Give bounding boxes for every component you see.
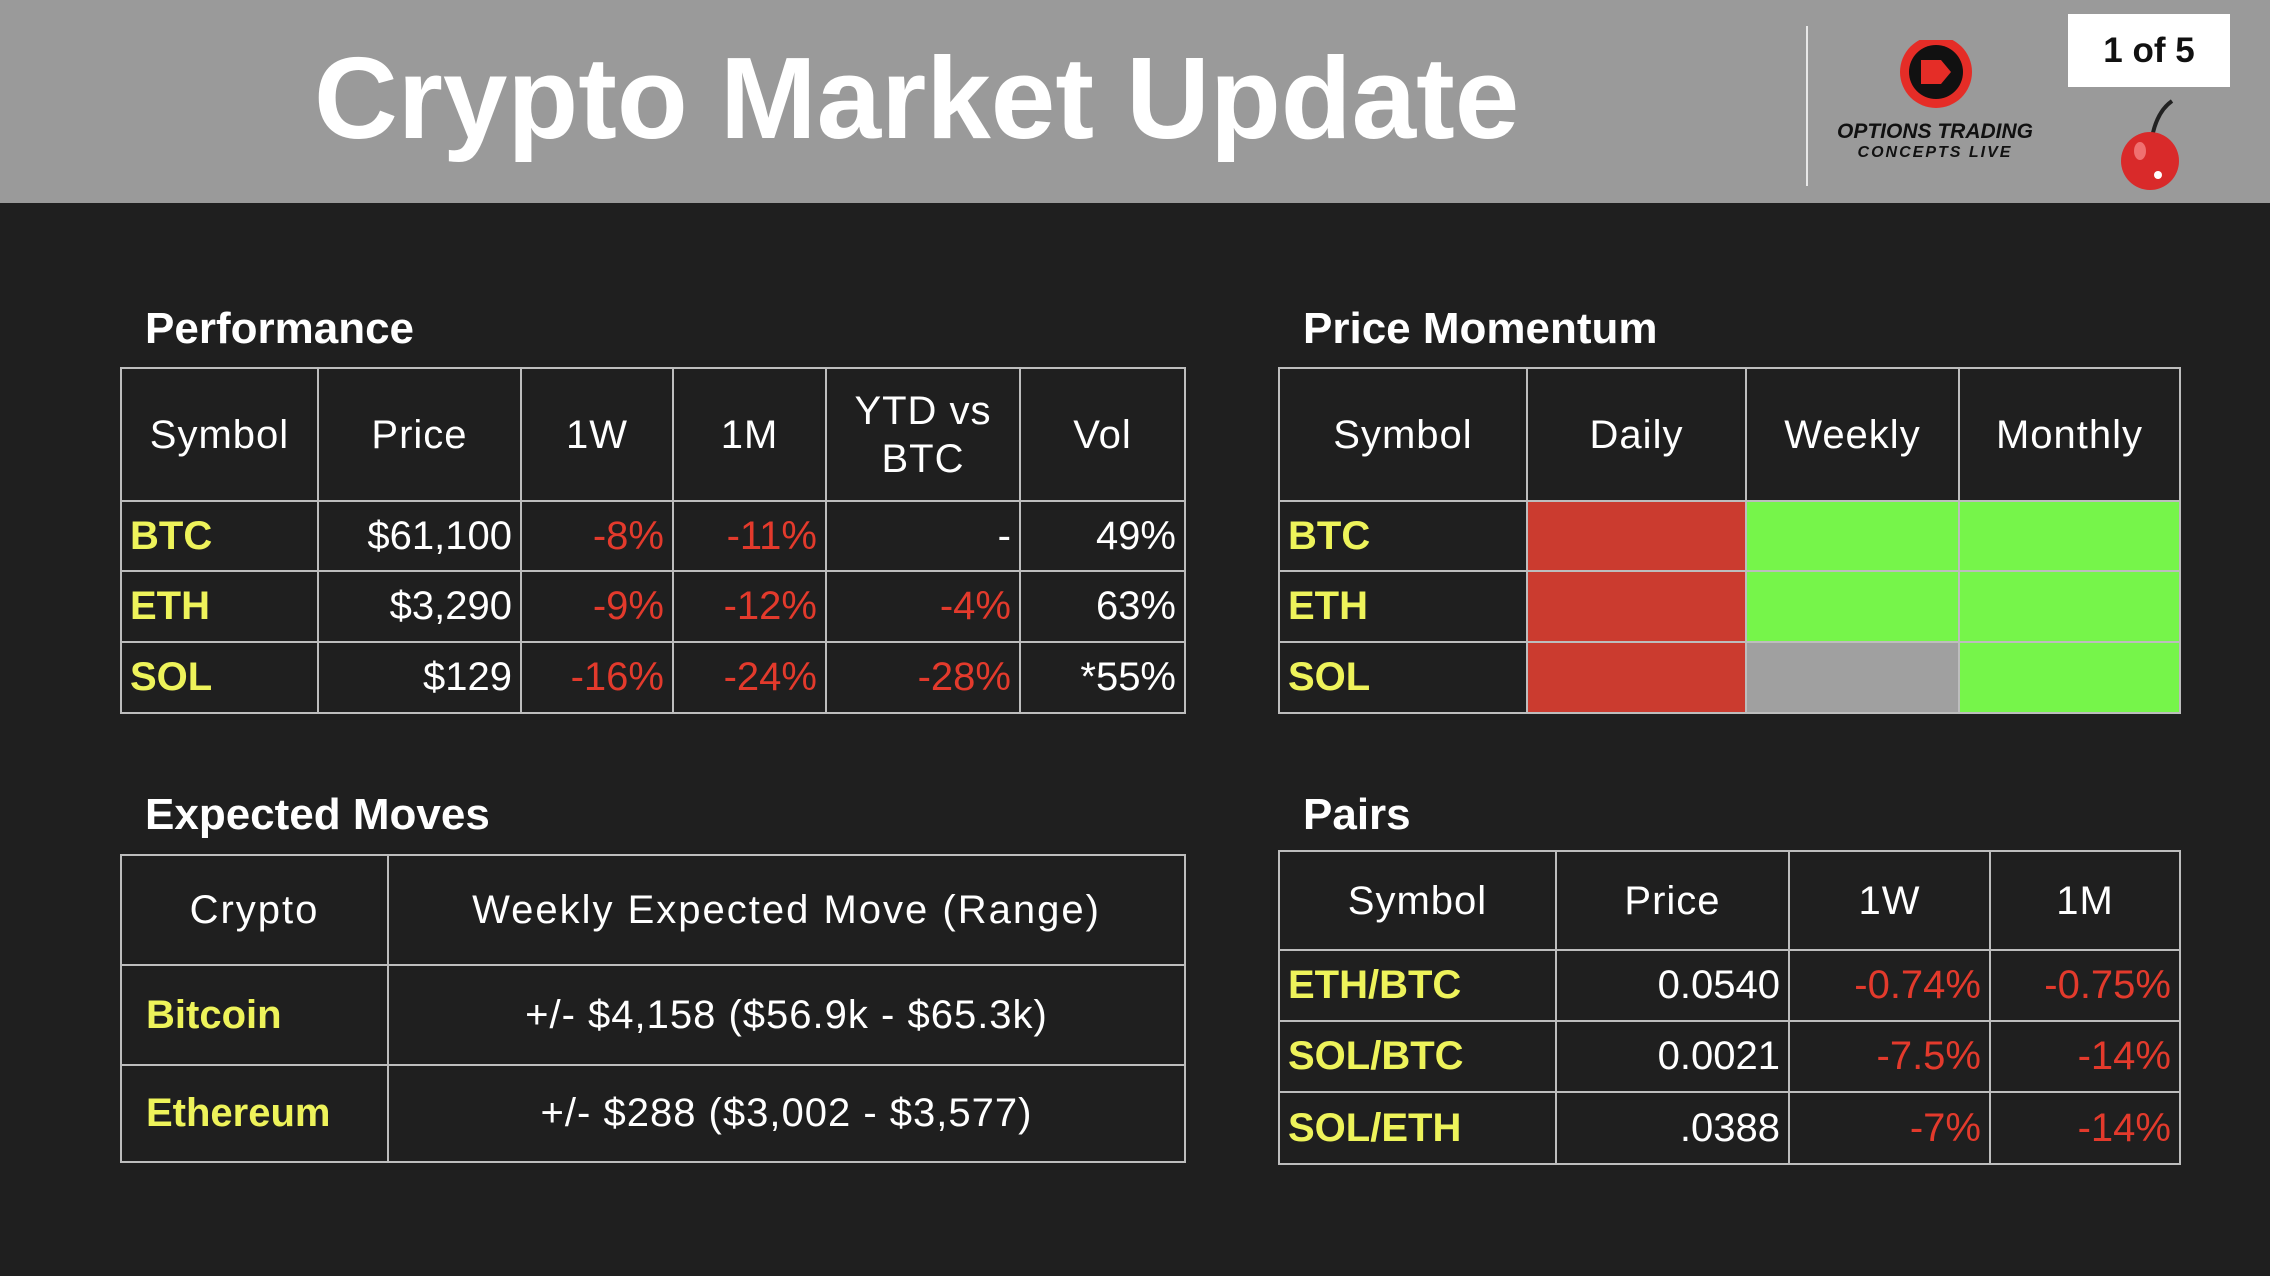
logo: OPTIONS TRADING CONCEPTS LIVE (1815, 40, 2055, 170)
symbol-cell: SOL/BTC (1278, 1020, 1557, 1093)
value-cell: 49% (1019, 500, 1186, 572)
table-row: SOL $129 -16% -24% -28% *55% (120, 641, 1186, 714)
value-cell: -8% (520, 500, 674, 572)
value-cell: *55% (1019, 641, 1186, 714)
column-header: 1M (1989, 850, 2181, 951)
momentum-cell (1745, 641, 1960, 714)
column-header: Symbol (1278, 367, 1528, 502)
column-header: 1W (520, 367, 674, 502)
divider (1806, 26, 1808, 186)
column-header: Price (1555, 850, 1790, 951)
logo-subtext: CONCEPTS LIVE (1857, 144, 2013, 161)
symbol-cell: ETH/BTC (1278, 949, 1557, 1022)
table-row: SOL/BTC 0.0021 -7.5% -14% (1278, 1020, 2181, 1093)
section-title: Price Momentum (1303, 304, 1658, 353)
table-row: SOL/ETH .0388 -7% -14% (1278, 1091, 2181, 1165)
column-header: Symbol (120, 367, 319, 502)
value-cell: -11% (672, 500, 827, 572)
value-cell: -16% (520, 641, 674, 714)
column-header: Vol (1019, 367, 1186, 502)
section-title: Pairs (1303, 790, 1411, 839)
column-header: Crypto (120, 854, 389, 966)
table-row: BTC (1278, 500, 2181, 572)
cherry-icon (2121, 99, 2179, 190)
value-cell: -7.5% (1788, 1020, 1991, 1093)
crypto-cell: Bitcoin (120, 964, 389, 1066)
range-cell: +/- $288 ($3,002 - $3,577) (387, 1064, 1186, 1163)
momentum-cell (1958, 570, 2181, 643)
pairs-table: Symbol Price 1W 1M ETH/BTC 0.0540 -0.74% -0.75%… (1278, 850, 2181, 1165)
header-row: Symbol Price 1W 1M YTD vs BTC Vol (120, 367, 1186, 502)
table-row: ETH/BTC 0.0540 -0.74% -0.75% (1278, 949, 2181, 1022)
performance-table: Symbol Price 1W 1M YTD vs BTC Vol BTC $61,100 -8… (120, 367, 1186, 714)
value-cell: .0388 (1555, 1091, 1790, 1165)
column-header: 1W (1788, 850, 1991, 951)
logo-text: OPTIONS TRADING (1836, 120, 2033, 143)
section-title: Performance (145, 304, 415, 353)
column-header: Weekly Expected Move (Range) (387, 854, 1186, 966)
momentum-cell (1526, 500, 1747, 572)
value-cell: 0.0021 (1555, 1020, 1790, 1093)
table-row: Bitcoin +/- $4,158 ($56.9k - $65.3k) (120, 964, 1186, 1066)
column-header: Daily (1526, 367, 1747, 502)
table-row: ETH (1278, 570, 2181, 643)
momentum-table: Symbol Daily Weekly Monthly BTC ETH SOL (1278, 367, 2181, 714)
column-header: YTD vs BTC (825, 367, 1021, 502)
column-header: 1M (672, 367, 827, 502)
header-row: Crypto Weekly Expected Move (Range) (120, 854, 1186, 966)
table-row: ETH $3,290 -9% -12% -4% 63% (120, 570, 1186, 643)
value-cell: -0.75% (1989, 949, 2181, 1022)
symbol-cell: BTC (1278, 500, 1528, 572)
momentum-cell (1745, 570, 1960, 643)
crypto-cell: Ethereum (120, 1064, 389, 1163)
page-indicator: 1 of 5 (2068, 14, 2230, 87)
header-bar: Crypto Market Update OPTIONS TRADING CON… (0, 0, 2270, 203)
value-cell: 63% (1019, 570, 1186, 643)
value-cell: -14% (1989, 1091, 2181, 1165)
header-row: Symbol Price 1W 1M (1278, 850, 2181, 951)
symbol-cell: ETH (120, 570, 319, 643)
value-cell: -7% (1788, 1091, 1991, 1165)
value-cell: -0.74% (1788, 949, 1991, 1022)
value-cell: 0.0540 (1555, 949, 1790, 1022)
column-header: Weekly (1745, 367, 1960, 502)
range-cell: +/- $4,158 ($56.9k - $65.3k) (387, 964, 1186, 1066)
momentum-cell (1958, 641, 2181, 714)
symbol-cell: BTC (120, 500, 319, 572)
value-cell: $61,100 (317, 500, 522, 572)
expected-moves-table: Crypto Weekly Expected Move (Range) Bitcoi… (120, 854, 1186, 1163)
value-cell: -12% (672, 570, 827, 643)
header-row: Symbol Daily Weekly Monthly (1278, 367, 2181, 502)
value-cell: -4% (825, 570, 1021, 643)
logo-icon (1900, 40, 1972, 108)
value-cell: -14% (1989, 1020, 2181, 1093)
symbol-cell: SOL (1278, 641, 1528, 714)
table-row: SOL (1278, 641, 2181, 714)
page-title: Crypto Market Update (314, 33, 1520, 163)
momentum-cell (1526, 570, 1747, 643)
value-cell: -28% (825, 641, 1021, 714)
momentum-cell (1958, 500, 2181, 572)
symbol-cell: ETH (1278, 570, 1528, 643)
table-row: Ethereum +/- $288 ($3,002 - $3,577) (120, 1064, 1186, 1163)
section-title: Expected Moves (145, 790, 490, 839)
value-cell: $129 (317, 641, 522, 714)
table-row: BTC $61,100 -8% -11% -49% (120, 500, 1186, 572)
symbol-cell: SOL (120, 641, 319, 714)
value-cell: -24% (672, 641, 827, 714)
column-header: Monthly (1958, 367, 2181, 502)
value-cell: -9% (520, 570, 674, 643)
value-cell: - (825, 500, 1021, 572)
value-cell: $3,290 (317, 570, 522, 643)
column-header: Symbol (1278, 850, 1557, 951)
momentum-cell (1745, 500, 1960, 572)
momentum-cell (1526, 641, 1747, 714)
symbol-cell: SOL/ETH (1278, 1091, 1557, 1165)
column-header: Price (317, 367, 522, 502)
